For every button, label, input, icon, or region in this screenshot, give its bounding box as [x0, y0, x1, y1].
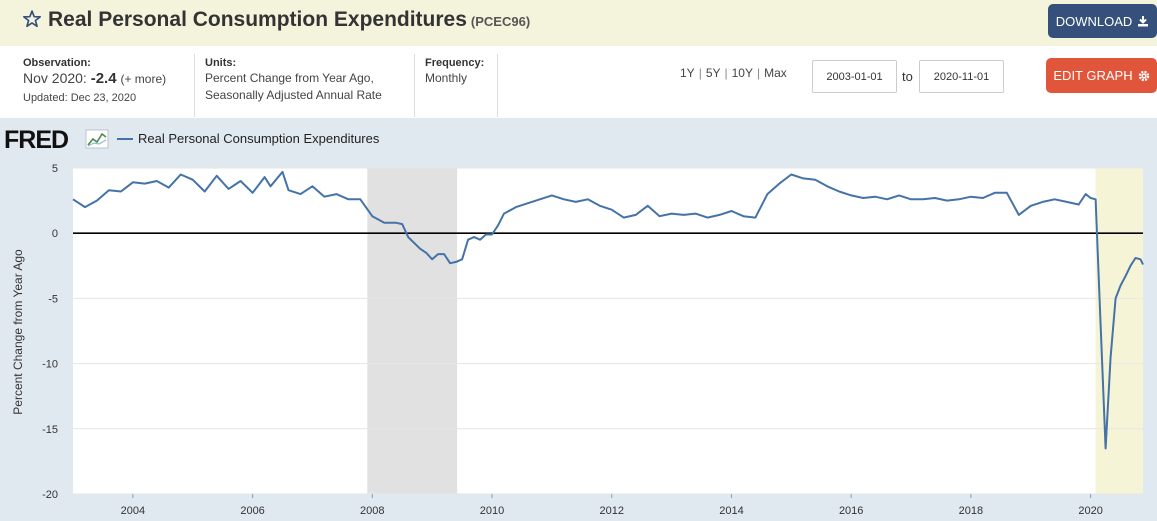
units-line1: Percent Change from Year Ago, [205, 71, 374, 85]
range-selector: 1Y | 5Y | 10Y | Max [680, 66, 787, 80]
x-tick-label: 2008 [360, 505, 384, 517]
divider [194, 54, 195, 117]
legend-swatch [117, 138, 133, 140]
range-max[interactable]: Max [764, 66, 787, 80]
title-bar: Real Personal Consumption Expenditures (P… [0, 0, 1157, 46]
fred-logo-graphic: FRED [4, 126, 109, 154]
observation-value: -2.4 [90, 70, 117, 87]
download-icon [1138, 16, 1149, 27]
range-1y[interactable]: 1Y [680, 66, 695, 80]
observation-label: Observation: [23, 57, 91, 69]
x-tick-label: 2010 [480, 505, 504, 517]
x-tick-label: 2018 [959, 505, 983, 517]
x-tick-label: 2020 [1078, 505, 1102, 517]
recession-band [367, 168, 458, 494]
plot-area [73, 168, 1143, 494]
download-label: DOWNLOAD [1055, 13, 1133, 29]
download-button[interactable]: DOWNLOAD [1048, 4, 1157, 38]
gear-icon [1138, 70, 1149, 81]
to-label: to [902, 69, 913, 84]
series-code: (PCEC96) [470, 14, 531, 29]
highlight-band [1095, 168, 1143, 494]
edit-graph-button[interactable]: EDIT GRAPH [1046, 58, 1157, 93]
observation-more-link[interactable]: (+ more) [120, 72, 167, 86]
x-tick-label: 2012 [599, 505, 623, 517]
y-tick-label: -5 [48, 293, 58, 305]
frequency-label: Frequency: [425, 57, 485, 69]
star-icon[interactable] [22, 8, 42, 30]
units-label: Units: [205, 57, 237, 69]
units-line2: Seasonally Adjusted Annual Rate [205, 88, 382, 102]
observation-date: Nov 2020: [23, 70, 87, 86]
y-tick-label: -15 [42, 424, 58, 436]
end-date-input[interactable] [919, 60, 1004, 93]
fred-logo-text: FRED [4, 126, 68, 154]
y-tick-label: -20 [42, 489, 58, 501]
title-text: Real Personal Consumption Expenditures [48, 8, 467, 31]
series-line [72, 170, 1144, 450]
divider [497, 54, 498, 117]
edit-graph-label: EDIT GRAPH [1053, 68, 1133, 83]
legend-label: Real Personal Consumption Expenditures [138, 131, 380, 146]
x-tick-label: 2004 [121, 505, 145, 517]
y-tick-label: -10 [42, 359, 58, 371]
y-tick-label: 0 [52, 228, 58, 240]
fred-logo: FRED [4, 124, 112, 159]
x-tick-label: 2016 [839, 505, 863, 517]
frequency-value: Monthly [425, 71, 468, 85]
range-5y[interactable]: 5Y [705, 66, 721, 80]
observation-value-line: Nov 2020: -2.4 (+ more) [23, 70, 166, 88]
divider [414, 54, 415, 117]
y-tick-label: 5 [52, 163, 58, 175]
x-tick-label: 2014 [719, 505, 743, 517]
page-title: Real Personal Consumption Expenditures (P… [48, 8, 530, 32]
observation-block: Observation: Nov 2020: -2.4 (+ more) Upd… [23, 56, 166, 107]
updated-date: Updated: Dec 23, 2020 [23, 92, 137, 104]
x-tick-label: 2006 [240, 505, 264, 517]
start-date-input[interactable] [812, 60, 897, 93]
frequency-block: Frequency: Monthly [425, 56, 484, 87]
range-10y[interactable]: 10Y [731, 66, 753, 80]
units-block: Units: Percent Change from Year Ago, Sea… [205, 56, 382, 104]
